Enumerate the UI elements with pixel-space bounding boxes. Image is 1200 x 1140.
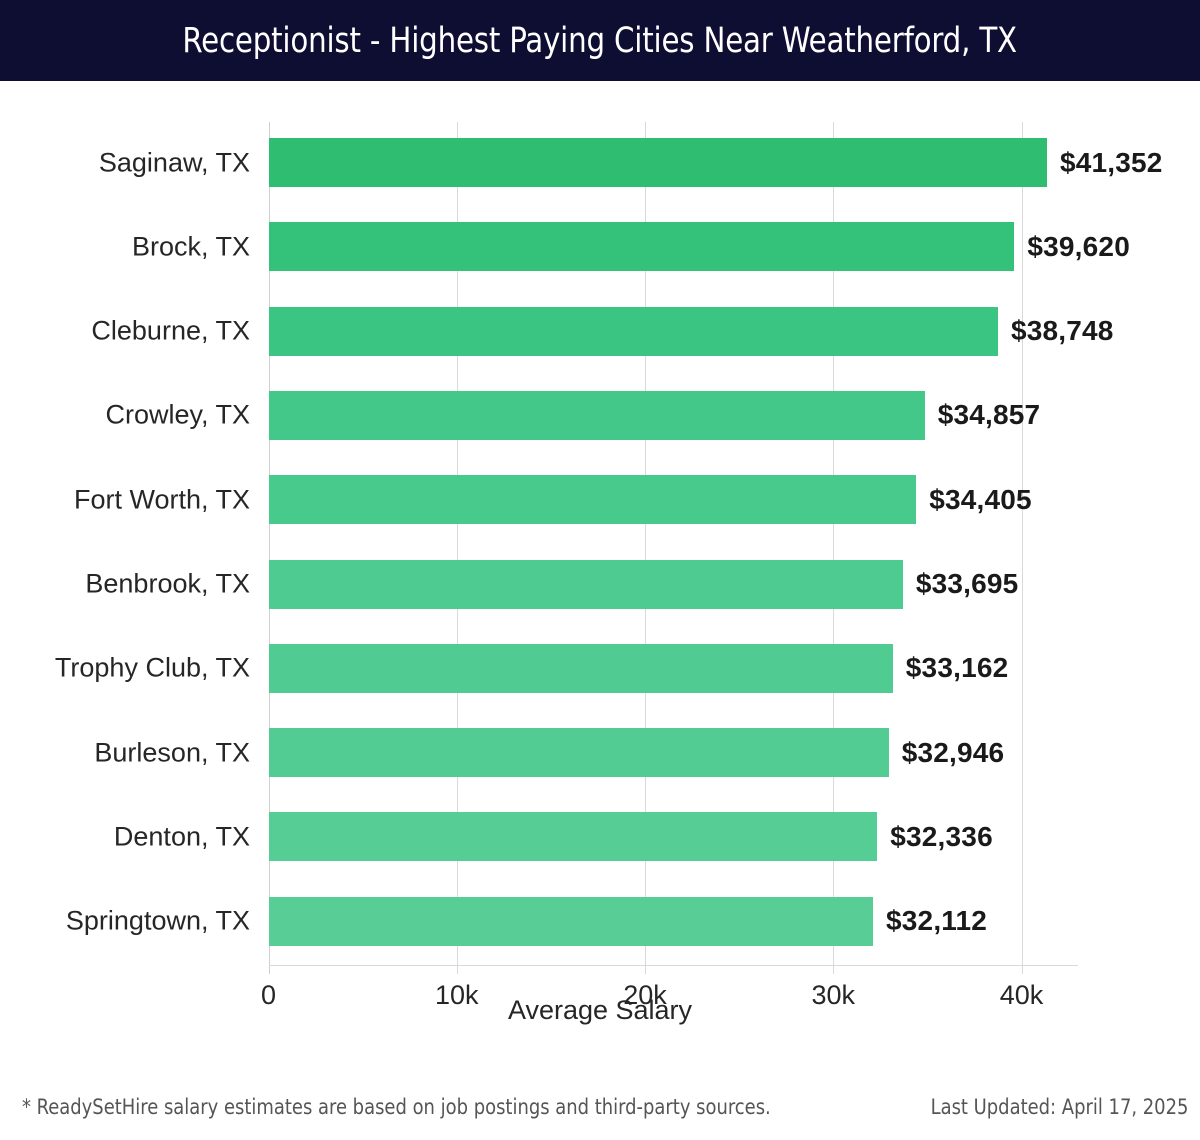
y-axis-label: Fort Worth, TX xyxy=(73,484,250,515)
bar[interactable] xyxy=(268,475,917,525)
x-tick-label: 30k xyxy=(811,980,856,1010)
bar[interactable] xyxy=(268,559,903,609)
gridline-20k xyxy=(645,122,646,974)
y-axis-label: Brock, TX xyxy=(131,231,250,262)
gridline-10k xyxy=(456,122,458,974)
bar-value-label: $32,946 xyxy=(901,736,1005,768)
x-axis-title: Average Salary xyxy=(507,995,693,1025)
bar-row[interactable]: $32,946 xyxy=(268,728,1079,778)
bar-row[interactable]: $33,695 xyxy=(268,559,1079,609)
chart-footer: * ReadySetHire salary estimates are base… xyxy=(0,1081,1200,1140)
y-axis-label: Benbrook, TX xyxy=(85,568,250,599)
bar-row[interactable]: $38,748 xyxy=(268,306,1113,356)
bar[interactable] xyxy=(268,643,893,693)
bar[interactable] xyxy=(268,306,998,356)
footer-disclaimer: * ReadySetHire salary estimates are base… xyxy=(22,1095,771,1119)
bar-value-label: $39,620 xyxy=(1027,230,1130,262)
x-tick-label: 0 xyxy=(260,980,277,1010)
chart-canvas: Saginaw, TX Brock, TX Cleburne, TX Crowley,… xyxy=(0,81,1200,1081)
bar-value-label: $33,162 xyxy=(905,652,1009,684)
bar-value-label: $34,405 xyxy=(929,483,1032,515)
bar-value-label: $34,857 xyxy=(937,399,1041,431)
x-axis-line xyxy=(268,965,1078,966)
bar-row[interactable]: $32,112 xyxy=(268,896,1079,946)
footer-last-updated: Last Updated: April 17, 2025 xyxy=(930,1095,1188,1119)
bar[interactable] xyxy=(268,222,1015,272)
gridline-30k xyxy=(833,122,835,974)
bar[interactable] xyxy=(268,390,925,440)
bar-value-label: $33,695 xyxy=(915,568,1019,599)
y-axis-label: Burleson, TX xyxy=(94,737,250,768)
bar[interactable] xyxy=(268,138,1047,187)
bar-value-label: $38,748 xyxy=(1010,315,1114,347)
bar[interactable] xyxy=(268,728,889,778)
y-axis-label: Cleburne, TX xyxy=(91,315,250,346)
y-axis-label: Saginaw, TX xyxy=(98,147,250,177)
page-title: Receptionist - Highest Paying Cities Nea… xyxy=(182,20,1018,61)
bar-row[interactable]: $34,857 xyxy=(268,390,1079,440)
bar[interactable] xyxy=(268,812,878,862)
bar-row[interactable]: $33,162 xyxy=(268,643,1079,693)
bar-value-label: $32,336 xyxy=(890,820,993,852)
bar-row[interactable]: $34,405 xyxy=(268,475,1079,525)
gridline-0 xyxy=(268,122,270,974)
bar[interactable] xyxy=(268,896,874,946)
y-axis-label: Springtown, TX xyxy=(65,905,250,936)
x-tick-label: 40k xyxy=(999,980,1044,1010)
bar-value-label: $32,112 xyxy=(886,905,988,937)
gridline-40k xyxy=(1021,122,1023,974)
bar-row[interactable]: $32,336 xyxy=(268,812,1079,862)
chart-header-bar: Receptionist - Highest Paying Cities Nea… xyxy=(0,0,1200,81)
y-axis-label: Denton, TX xyxy=(113,821,250,852)
bar-row[interactable]: $39,620 xyxy=(268,222,1130,272)
x-tick-label: 20k xyxy=(623,980,667,1010)
y-axis-label: Crowley, TX xyxy=(105,399,250,430)
y-axis-label: Trophy Club, TX xyxy=(54,652,250,683)
y-axis-category-labels: Saginaw, TX Brock, TX Cleburne, TX Crowley,… xyxy=(0,122,250,966)
bar-row[interactable]: $41,352 xyxy=(268,138,1162,187)
bar-value-label: $41,352 xyxy=(1059,146,1163,178)
x-tick-label: 10k xyxy=(434,980,479,1010)
plot-area: $41,352 $39,620 $38,748 $34,857 $34,405 $33,6… xyxy=(261,122,1162,1010)
